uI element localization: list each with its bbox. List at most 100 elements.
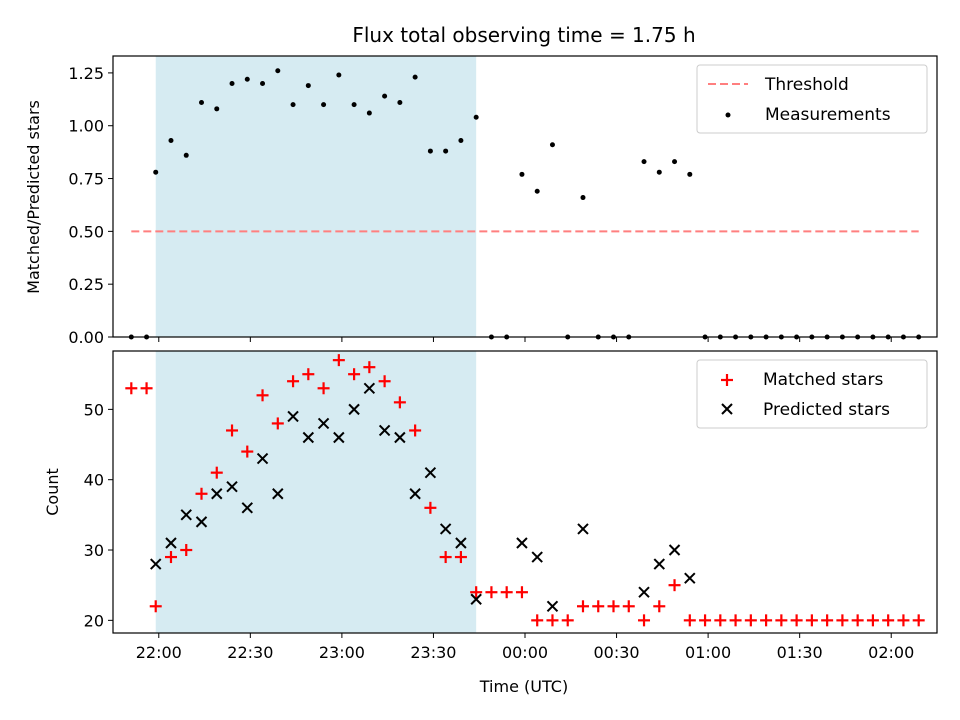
predicted-point (439, 523, 452, 535)
legend-threshold-label: Threshold (764, 75, 849, 95)
matched-point (140, 382, 153, 395)
matched-point (775, 614, 788, 627)
predicted-point (424, 466, 437, 479)
measurement-point (275, 68, 281, 74)
measurement-point (397, 99, 403, 105)
bottom-xtick-label: 23:30 (410, 643, 456, 662)
predicted-point (516, 537, 528, 549)
measurement-point (580, 195, 586, 201)
predicted-point (348, 403, 360, 416)
predicted-point (409, 488, 421, 500)
measurement-point (656, 169, 662, 175)
measurement-point (427, 148, 433, 154)
matched-point (149, 600, 162, 613)
measurement-point (366, 110, 372, 116)
measurement-point (183, 152, 189, 158)
bottom-xtick-label: 23:00 (319, 643, 365, 662)
predicted-point (180, 509, 192, 521)
matched-point (622, 600, 635, 613)
measurement-point (687, 171, 693, 177)
predicted-point-b (424, 466, 437, 479)
matched-point (668, 579, 681, 592)
chart-title: Flux total observing time = 1.75 h (352, 23, 695, 47)
matched-point (607, 600, 620, 613)
top-ylabel: Matched/Predicted stars (24, 100, 43, 294)
legend-predicted-label: Predicted stars (763, 400, 890, 420)
predicted-point-b (470, 593, 482, 605)
predicted-point-b (272, 488, 284, 500)
measurement-point (244, 76, 250, 82)
bottom-xlabel: Time (UTC) (479, 677, 568, 696)
matched-point (226, 424, 239, 437)
matched-point (790, 614, 803, 627)
predicted-point (577, 523, 589, 535)
top-ytick-label: 1.00 (68, 117, 104, 136)
matched-point (714, 614, 727, 627)
predicted-point (287, 410, 299, 423)
matched-point (912, 614, 925, 627)
predicted-point (455, 537, 467, 549)
legend-measurements-label: Measurements (765, 105, 891, 125)
measurement-point (168, 138, 174, 144)
measurement-point (290, 102, 296, 108)
matched-point (653, 600, 666, 613)
predicted-point (211, 488, 223, 500)
predicted-point-b (195, 516, 208, 528)
matched-point (302, 368, 315, 381)
predicted-point-b (226, 481, 238, 493)
matched-point (271, 417, 284, 430)
measurement-point (260, 80, 266, 86)
predicted-point (333, 431, 345, 444)
predicted-point-b (577, 523, 589, 535)
measurement-point (153, 169, 159, 175)
bottom-xtick-label: 02:00 (868, 643, 914, 662)
matched-point (592, 600, 605, 613)
matched-point (866, 614, 879, 627)
matched-point (180, 544, 193, 557)
measurement-point (443, 148, 449, 154)
matched-point (454, 551, 467, 564)
predicted-point (256, 452, 269, 465)
predicted-point (668, 544, 681, 556)
bottom-plot-frame (112, 350, 938, 634)
predicted-point (150, 558, 162, 570)
top-ytick-label: 1.25 (68, 64, 104, 83)
predicted-point (638, 586, 650, 598)
matched-point (470, 586, 483, 599)
matched-point (164, 551, 177, 564)
bottom-ytick-label: 20 (84, 611, 104, 630)
predicted-point (302, 431, 315, 444)
bottom-legend-box (696, 359, 928, 429)
bottom-xtick-label: 22:30 (227, 643, 273, 662)
matched-point (287, 375, 300, 388)
predicted-point-b (317, 417, 330, 430)
matched-point (241, 445, 254, 458)
matched-point (256, 389, 269, 402)
bottom-xtick-label: 00:00 (502, 643, 548, 662)
predicted-point (531, 551, 543, 563)
matched-point (195, 487, 208, 500)
measurement-point (321, 102, 327, 108)
top-legend-box (696, 64, 928, 134)
matched-point (378, 375, 391, 388)
predicted-point (272, 488, 284, 500)
predicted-point (684, 572, 696, 584)
predicted-point (546, 600, 559, 612)
matched-point (546, 614, 559, 627)
predicted-point-b (150, 558, 162, 570)
bottom-ylabel: Count (43, 468, 62, 516)
predicted-point-b (516, 537, 528, 549)
matched-point (409, 424, 422, 437)
predicted-point-b (638, 586, 650, 598)
matched-point (424, 501, 437, 514)
legend-measurements-swatch (725, 112, 731, 118)
predicted-point-b (256, 452, 269, 465)
matched-point (821, 614, 834, 627)
measurement-point (382, 93, 388, 99)
measurement-point (214, 106, 220, 112)
measurement-point (458, 138, 464, 144)
predicted-point-b (211, 488, 223, 500)
predicted-point-b (241, 502, 253, 514)
bottom-xtick-label: 00:30 (594, 643, 640, 662)
predicted-point-b (409, 488, 421, 500)
